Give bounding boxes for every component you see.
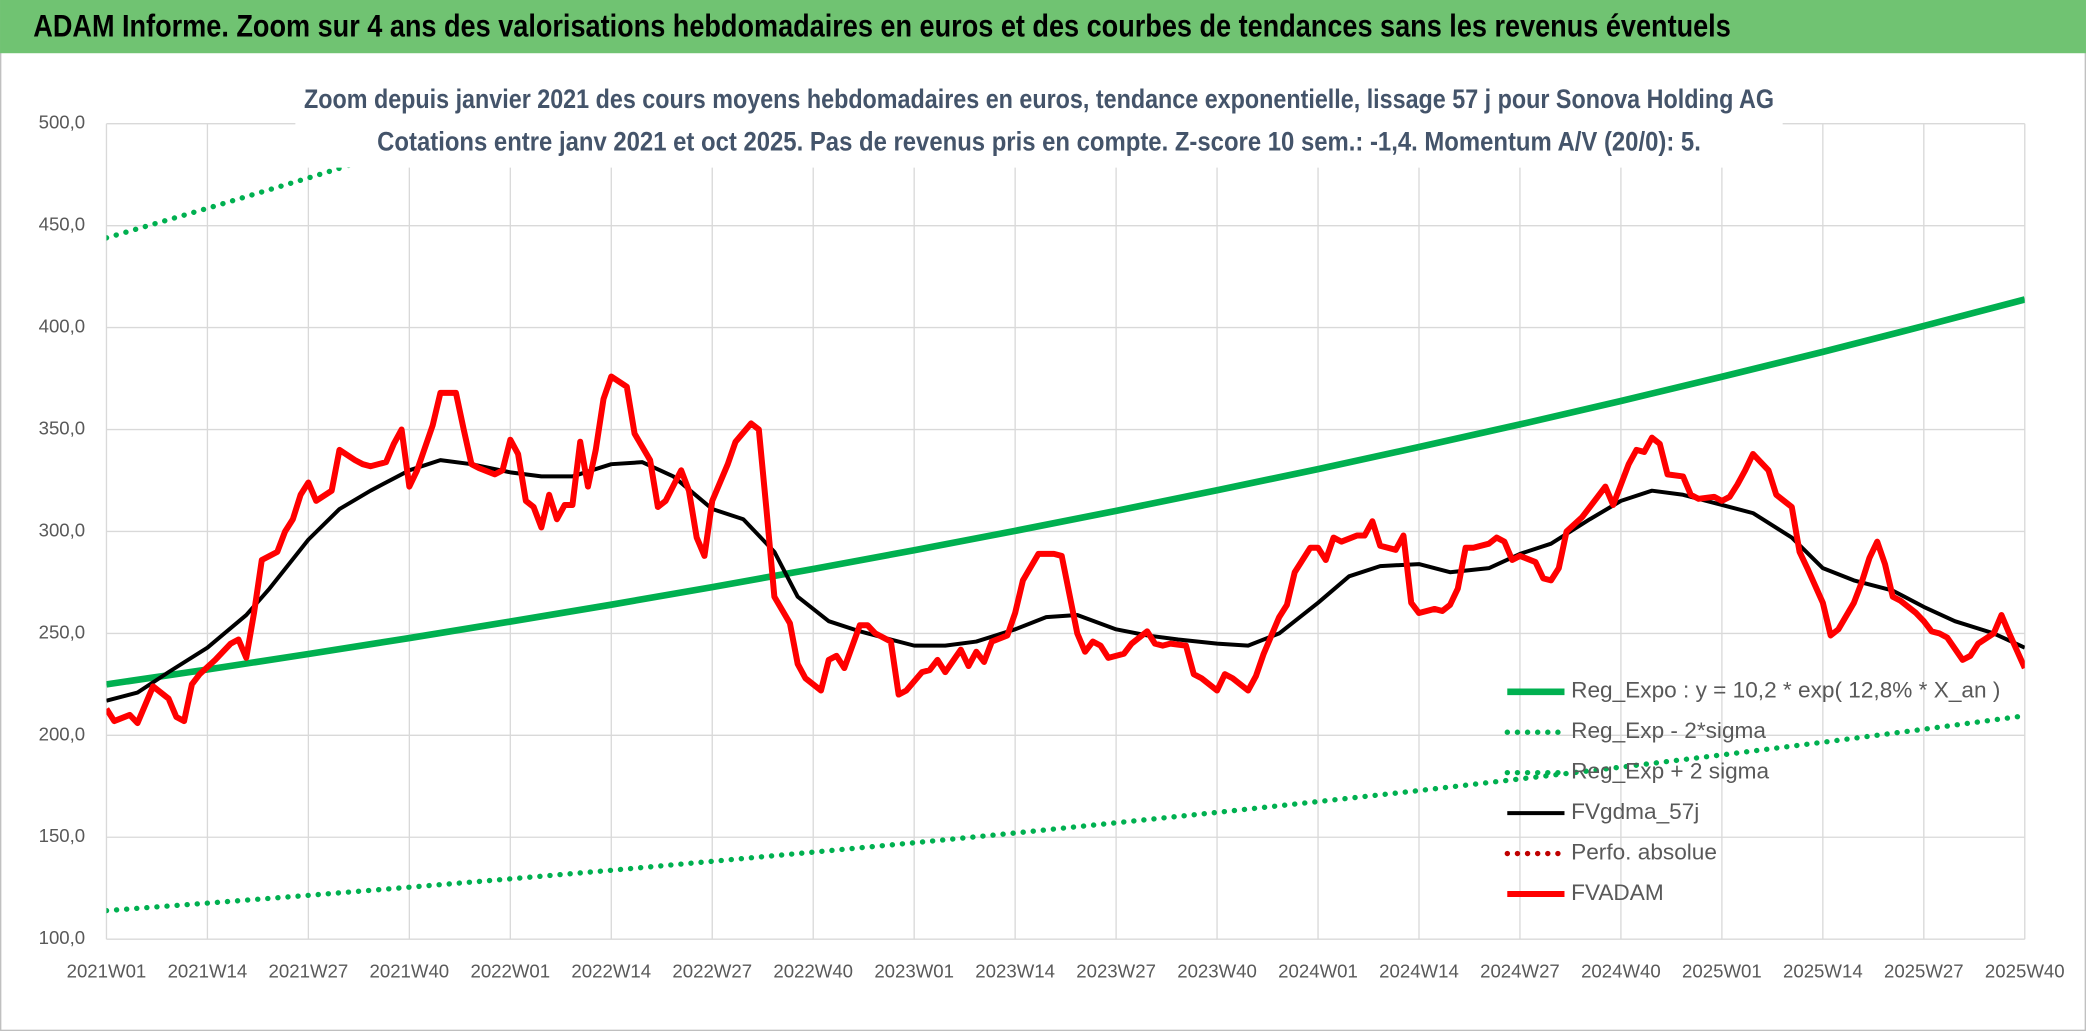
x-tick-label: 2024W14	[1379, 960, 1459, 981]
x-tick-label: 2021W40	[370, 960, 450, 981]
x-tick-label: 2024W27	[1480, 960, 1560, 981]
series-line	[106, 296, 2025, 688]
legend-label: Reg_Exp - 2*sigma	[1571, 718, 1766, 743]
legend-label: Reg_Expo : y = 10,2 * exp( 12,8% * X_an …	[1571, 678, 2000, 703]
x-tick-label: 2021W14	[168, 960, 248, 981]
header-bar	[0, 0, 2086, 54]
subtitle-box	[295, 77, 1783, 168]
x-tick-label: 2021W01	[67, 960, 147, 981]
plot-lines	[106, 123, 2025, 914]
x-tick-label: 2023W40	[1177, 960, 1257, 981]
chart-subtitle: Cotations entre janv 2021 et oct 2025. P…	[377, 127, 1701, 157]
x-tick-label: 2025W27	[1884, 960, 1964, 981]
series-line	[106, 713, 2025, 914]
axes: 100,0 150,0 200,0 250,0 300,0 350,0 400,0 450,0…	[39, 112, 2065, 982]
x-tick-label: 2024W01	[1278, 960, 1358, 981]
y-tick-label: 400,0	[39, 316, 86, 337]
x-tick-label: 2023W14	[975, 960, 1055, 981]
x-tick-label: 2022W27	[672, 960, 752, 981]
header-title: ADAM Informe. Zoom sur 4 ans des valoris…	[33, 7, 1730, 43]
chart-title: Zoom depuis janvier 2021 des cours moyen…	[304, 84, 1774, 114]
x-tick-label: 2022W01	[470, 960, 550, 981]
y-tick-label: 200,0	[39, 723, 86, 744]
legend-label: Reg_Exp + 2 sigma	[1571, 759, 1769, 784]
legend-label: Perfo. absolue	[1571, 840, 1717, 865]
legend-label: FVgdma_57j	[1571, 799, 1699, 824]
x-tick-label: 2024W40	[1581, 960, 1661, 981]
x-tick-label: 2025W14	[1783, 960, 1863, 981]
y-tick-label: 450,0	[39, 214, 86, 235]
x-tick-label: 2023W27	[1076, 960, 1156, 981]
y-tick-label: 100,0	[39, 927, 86, 948]
y-tick-label: 250,0	[39, 621, 86, 642]
y-tick-label: 150,0	[39, 825, 86, 846]
x-tick-label: 2021W27	[269, 960, 349, 981]
grid	[105, 123, 2026, 940]
x-tick-label: 2025W01	[1682, 960, 1762, 981]
x-tick-label: 2022W40	[773, 960, 853, 981]
legend-label: FVADAM	[1571, 880, 1664, 905]
x-tick-label: 2025W40	[1985, 960, 2065, 981]
legend: Reg_Expo : y = 10,2 * exp( 12,8% * X_an …	[1504, 678, 2000, 905]
series-line	[106, 373, 2025, 727]
x-tick-label: 2023W01	[874, 960, 954, 981]
x-tick-label: 2022W14	[571, 960, 651, 981]
y-tick-label: 500,0	[39, 112, 86, 133]
y-tick-label: 300,0	[39, 519, 86, 540]
y-tick-label: 350,0	[39, 417, 86, 438]
